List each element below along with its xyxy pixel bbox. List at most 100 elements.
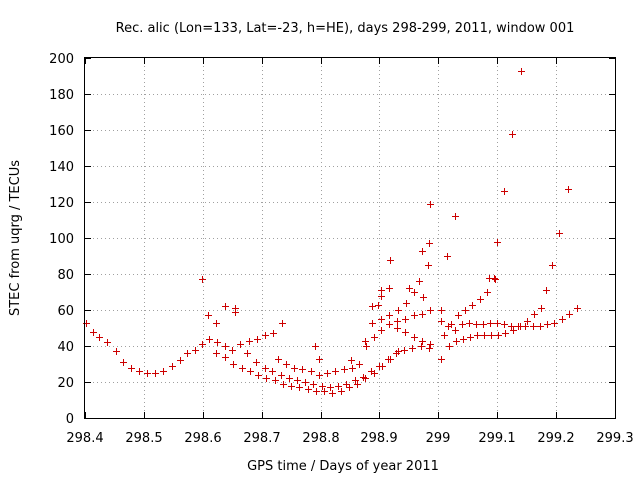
x-tick-labels: 298.4 298.5 298.6 298.7 298.8 298.9 299 299.1 29… bbox=[66, 431, 633, 446]
data-point bbox=[452, 327, 459, 334]
data-point bbox=[411, 312, 418, 319]
data-point bbox=[262, 365, 269, 372]
data-point bbox=[184, 350, 191, 357]
data-point bbox=[537, 323, 544, 330]
data-point bbox=[313, 388, 320, 395]
data-point bbox=[385, 356, 392, 363]
x-tick-label: 298.6 bbox=[184, 431, 221, 446]
data-point bbox=[371, 334, 378, 341]
data-point bbox=[488, 332, 495, 339]
data-point bbox=[319, 383, 326, 390]
data-point bbox=[272, 377, 279, 384]
data-point bbox=[312, 343, 319, 350]
data-point bbox=[444, 253, 451, 260]
x-tick-label: 298.4 bbox=[66, 431, 103, 446]
data-point bbox=[455, 312, 462, 319]
data-point bbox=[263, 375, 270, 382]
data-point bbox=[144, 370, 151, 377]
data-point bbox=[386, 312, 393, 319]
data-point bbox=[288, 383, 295, 390]
data-point bbox=[481, 332, 488, 339]
data-point bbox=[378, 293, 385, 300]
data-point bbox=[474, 332, 481, 339]
data-point bbox=[406, 285, 413, 292]
data-point bbox=[375, 302, 382, 309]
data-point bbox=[393, 350, 400, 357]
data-point bbox=[438, 318, 445, 325]
data-point bbox=[394, 318, 401, 325]
y-axis-title: STEC from uqrg / TECUs bbox=[8, 160, 23, 316]
data-point bbox=[538, 305, 545, 312]
data-point bbox=[426, 240, 433, 247]
data-point bbox=[376, 363, 383, 370]
data-point bbox=[419, 311, 426, 318]
data-point bbox=[192, 347, 199, 354]
data-point bbox=[378, 316, 385, 323]
data-point bbox=[283, 361, 290, 368]
data-point bbox=[136, 368, 143, 375]
data-point bbox=[556, 230, 563, 237]
y-tick-label: 160 bbox=[49, 124, 74, 139]
data-point bbox=[530, 323, 537, 330]
data-point bbox=[518, 68, 525, 75]
data-point bbox=[469, 302, 476, 309]
data-point bbox=[152, 370, 159, 377]
data-point bbox=[386, 321, 393, 328]
data-point bbox=[420, 294, 427, 301]
data-point bbox=[419, 338, 426, 345]
data-point bbox=[363, 343, 370, 350]
data-point bbox=[335, 383, 342, 390]
data-point bbox=[247, 368, 254, 375]
data-point bbox=[104, 339, 111, 346]
data-point bbox=[113, 348, 120, 355]
data-point bbox=[368, 368, 375, 375]
data-point bbox=[452, 213, 459, 220]
data-point bbox=[427, 307, 434, 314]
data-point bbox=[494, 239, 501, 246]
x-axis-title: GPS time / Days of year 2011 bbox=[247, 459, 439, 474]
y-tick-label: 40 bbox=[57, 340, 74, 355]
data-point bbox=[199, 341, 206, 348]
data-point bbox=[90, 329, 97, 336]
data-point bbox=[169, 363, 176, 370]
data-point bbox=[477, 296, 484, 303]
data-point bbox=[296, 384, 303, 391]
plot-frame bbox=[84, 57, 616, 419]
data-point bbox=[341, 366, 348, 373]
tick-marks-layer bbox=[85, 58, 616, 419]
data-point bbox=[566, 311, 573, 318]
data-point bbox=[467, 334, 474, 341]
data-point bbox=[316, 372, 323, 379]
data-point bbox=[244, 350, 251, 357]
x-tick-label: 298.9 bbox=[360, 431, 397, 446]
data-point bbox=[494, 320, 501, 327]
data-point bbox=[214, 339, 221, 346]
data-point bbox=[280, 381, 287, 388]
data-point bbox=[254, 336, 261, 343]
data-point bbox=[559, 316, 566, 323]
data-point bbox=[360, 374, 367, 381]
data-point bbox=[213, 350, 220, 357]
data-point bbox=[574, 305, 581, 312]
data-point bbox=[495, 332, 502, 339]
data-point bbox=[253, 359, 260, 366]
data-point bbox=[524, 318, 531, 325]
data-point bbox=[394, 325, 401, 332]
data-point bbox=[286, 375, 293, 382]
data-point bbox=[206, 336, 213, 343]
data-point bbox=[460, 336, 467, 343]
data-point bbox=[230, 361, 237, 368]
data-point bbox=[378, 327, 385, 334]
data-point bbox=[369, 303, 376, 310]
data-point bbox=[403, 300, 410, 307]
data-point bbox=[402, 316, 409, 323]
data-point bbox=[199, 276, 206, 283]
data-point bbox=[96, 334, 103, 341]
data-point bbox=[427, 341, 434, 348]
data-point bbox=[222, 303, 229, 310]
data-point bbox=[160, 368, 167, 375]
x-tick-label: 299.1 bbox=[478, 431, 515, 446]
data-point bbox=[510, 327, 517, 334]
data-point bbox=[565, 186, 572, 193]
